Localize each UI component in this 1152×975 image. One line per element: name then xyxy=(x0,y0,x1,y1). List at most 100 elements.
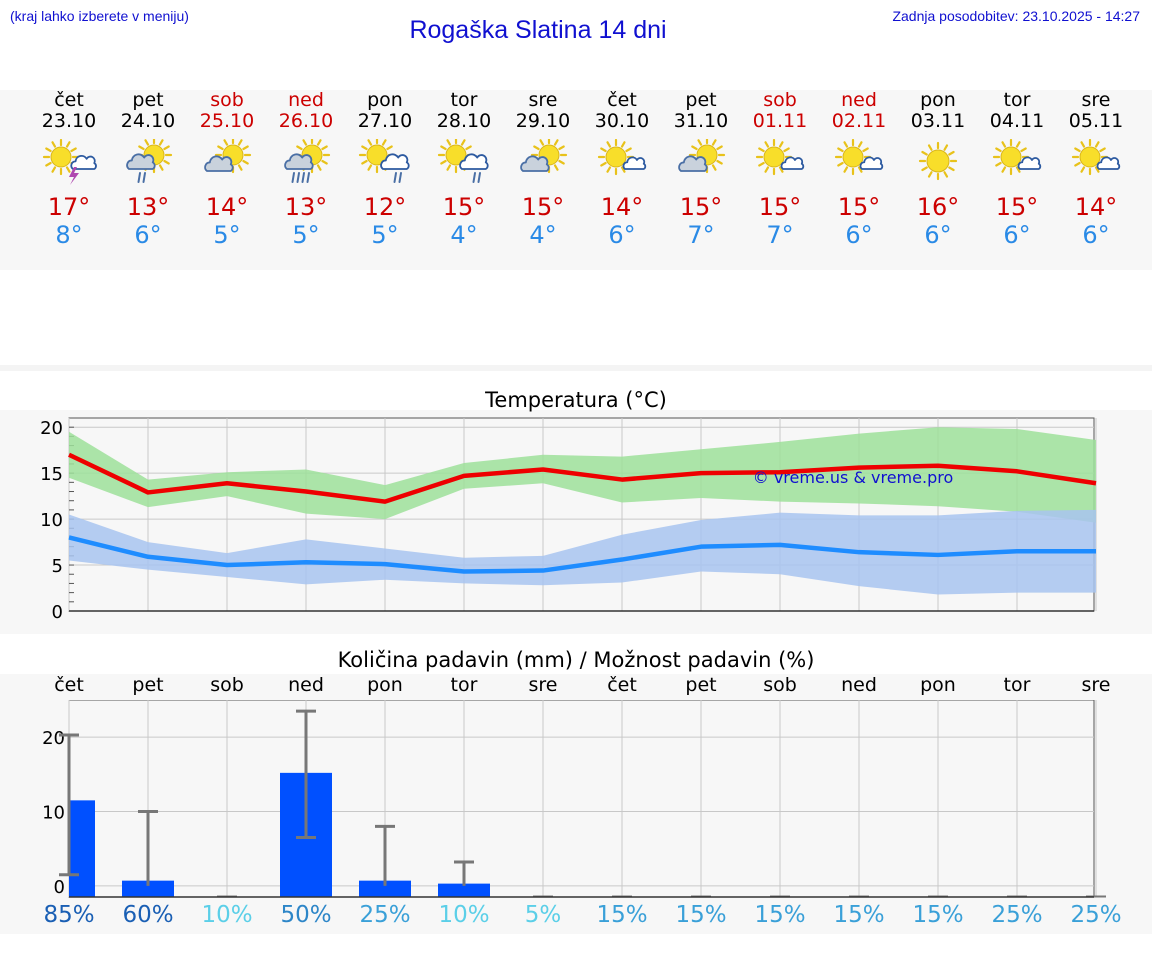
day-name: pon xyxy=(920,89,956,111)
precipitation-probability: 15% xyxy=(754,902,806,928)
y-tick-label: 0 xyxy=(52,602,63,623)
max-temperature: 15° xyxy=(442,193,486,221)
day-date: 02.11 xyxy=(831,110,887,132)
min-temperature: 5° xyxy=(213,221,241,249)
min-temperature: 6° xyxy=(134,221,162,249)
day-name: ned xyxy=(288,89,324,111)
y-tick-label: 15 xyxy=(40,464,63,485)
range-band xyxy=(69,509,1096,595)
min-temperature: 6° xyxy=(924,221,952,249)
precipitation-day-label: čet xyxy=(54,674,84,696)
min-temperature: 4° xyxy=(529,221,557,249)
precipitation-probability: 25% xyxy=(1070,902,1122,928)
max-temperature: 13° xyxy=(126,193,170,221)
min-temperature: 6° xyxy=(608,221,636,249)
max-temperature: 15° xyxy=(758,193,802,221)
precipitation-bar xyxy=(438,883,490,897)
precipitation-probability: 15% xyxy=(675,902,727,928)
last-update: Zadnja posodobitev: 23.10.2025 - 14:27 xyxy=(892,8,1140,24)
day-name: pon xyxy=(367,89,403,111)
precipitation-day-label: čet xyxy=(607,674,637,696)
sun-icon xyxy=(918,141,958,181)
sun-thunder-icon xyxy=(42,139,97,185)
precipitation-probability: 50% xyxy=(280,902,332,928)
precipitation-bar xyxy=(122,880,174,897)
day-column: čet 23.10 17° 8° xyxy=(29,90,109,249)
max-temperature: 14° xyxy=(205,193,249,221)
day-name: sob xyxy=(210,89,244,111)
precipitation-day-label: pet xyxy=(132,674,164,696)
precipitation-probability: 15% xyxy=(912,902,964,928)
precipitation-probability: 10% xyxy=(438,902,490,928)
precipitation-day-label: ned xyxy=(841,674,877,696)
day-column: pon 27.10 12° 5° xyxy=(345,90,425,249)
day-date: 24.10 xyxy=(120,110,176,132)
sun-small-cloud-icon xyxy=(1071,139,1121,176)
day-name: sob xyxy=(763,89,797,111)
precipitation-probability: 15% xyxy=(596,902,648,928)
y-tick-label: 5 xyxy=(52,556,63,577)
day-date: 29.10 xyxy=(515,110,571,132)
precipitation-probability: 10% xyxy=(201,902,253,928)
day-name: tor xyxy=(1003,89,1031,111)
precipitation-probability: 25% xyxy=(359,902,411,928)
min-temperature: 5° xyxy=(292,221,320,249)
min-temperature: 4° xyxy=(450,221,478,249)
day-date: 05.11 xyxy=(1068,110,1124,132)
separator xyxy=(0,365,1152,371)
precipitation-day-label: sre xyxy=(1081,674,1111,696)
precipitation-probability: 60% xyxy=(122,902,174,928)
precipitation-probability: 5% xyxy=(524,902,562,928)
sun-small-cloud-icon xyxy=(992,139,1042,176)
day-date: 04.11 xyxy=(989,110,1045,132)
location-menu-hint[interactable]: (kraj lahko izberete v meniju) xyxy=(10,8,189,24)
sun-cloud-rain-icon xyxy=(126,139,173,183)
precipitation-chart: 0 10 20 xyxy=(42,700,1106,898)
max-temperature: 15° xyxy=(995,193,1039,221)
precipitation-probability-row: 85% 60% 10% 50% 25% 10% 5% 15% 15% 15% 15% 15% 25% 25… xyxy=(0,902,1152,936)
day-date: 03.11 xyxy=(910,110,966,132)
sun-cloud-icon xyxy=(678,139,726,174)
sun-cloud-heavy-rain-icon xyxy=(284,139,331,183)
page-title: Rogaška Slatina 14 dni xyxy=(409,16,667,44)
min-temperature: 7° xyxy=(766,221,794,249)
precipitation-day-label: sob xyxy=(210,674,244,696)
sun-small-cloud-icon xyxy=(834,139,884,176)
day-name: ned xyxy=(841,89,877,111)
precipitation-bar xyxy=(359,880,411,897)
y-tick-label: 10 xyxy=(42,803,65,824)
max-temperature: 15° xyxy=(521,193,565,221)
max-temperature: 12° xyxy=(363,193,407,221)
max-temperature: 13° xyxy=(284,193,328,221)
precipitation-day-label: pet xyxy=(685,674,717,696)
day-name: sre xyxy=(1081,89,1111,111)
min-temperature: 6° xyxy=(845,221,873,249)
max-temperature: 15° xyxy=(679,193,723,221)
day-column: pet 24.10 13° 6° xyxy=(108,90,188,249)
max-temperature: 16° xyxy=(916,193,960,221)
day-name: čet xyxy=(54,89,84,111)
day-date: 27.10 xyxy=(357,110,413,132)
temperature-chart-title: Temperatura (°C) xyxy=(485,388,667,412)
day-column: čet 30.10 14° 6° xyxy=(582,90,662,249)
precipitation-day-label: sre xyxy=(528,674,558,696)
y-tick-label: 0 xyxy=(54,877,65,898)
precipitation-day-label: pon xyxy=(920,674,956,696)
precipitation-day-label: sob xyxy=(763,674,797,696)
temperature-line xyxy=(68,452,1097,504)
day-name: pet xyxy=(132,89,164,111)
precipitation-day-labels: čet pet sob ned pon tor sre čet pet sob ned pon tor s… xyxy=(0,674,1152,700)
watermark: © vreme.us & vreme.pro xyxy=(753,468,954,487)
sun-small-cloud-icon xyxy=(755,139,805,176)
min-temperature: 6° xyxy=(1082,221,1110,249)
day-name: sre xyxy=(528,89,558,111)
day-date: 28.10 xyxy=(436,110,492,132)
y-tick-label: 20 xyxy=(40,418,63,439)
temperature-line xyxy=(68,535,1096,574)
max-temperature: 15° xyxy=(837,193,881,221)
sun-small-cloud-icon xyxy=(597,139,647,176)
sun-white-cloud-rain-icon xyxy=(437,139,489,183)
day-column: sob 25.10 14° 5° xyxy=(187,90,267,249)
precipitation-day-label: pon xyxy=(367,674,403,696)
daily-forecast: čet 23.10 17° 8° pet 24.10 13° 6° sob 25… xyxy=(0,90,1152,270)
